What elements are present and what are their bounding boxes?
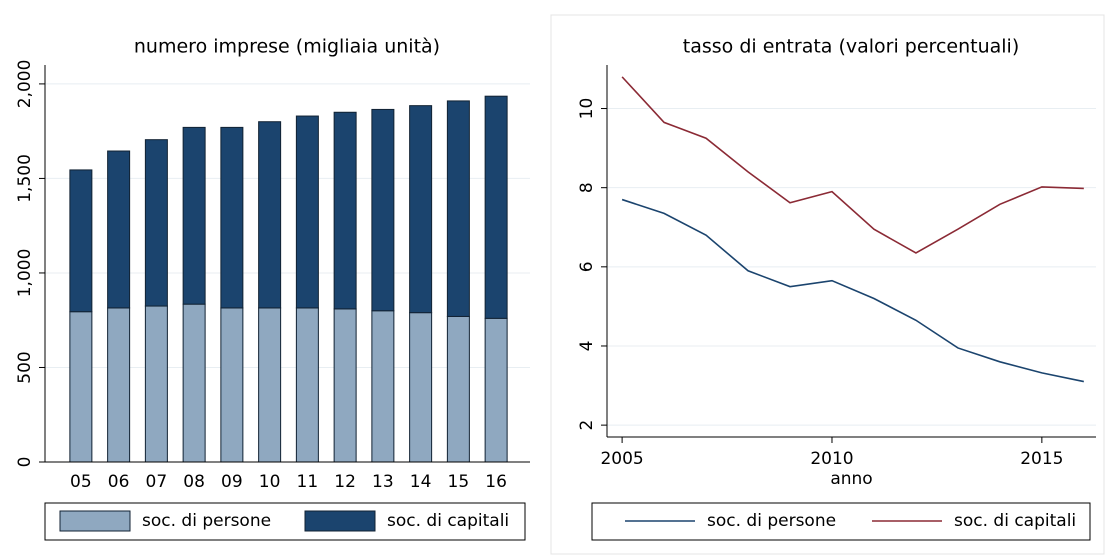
- legend-swatch: [59, 510, 131, 532]
- bar: [409, 105, 433, 314]
- bar: [333, 308, 357, 463]
- x-tick-label: 2015: [1020, 449, 1063, 469]
- x-tick-label: 2005: [600, 449, 643, 469]
- bar: [446, 100, 470, 317]
- legend-box: [591, 502, 1091, 541]
- x-tick-label: 14: [410, 472, 432, 492]
- bar: [295, 115, 319, 309]
- bar: [69, 169, 93, 313]
- bar: [484, 317, 508, 463]
- x-tick-label: 06: [108, 472, 130, 492]
- bar: [107, 307, 131, 463]
- bar: [371, 310, 395, 463]
- bar: [409, 312, 433, 463]
- x-tick-label: 11: [297, 472, 319, 492]
- bar: [371, 108, 395, 312]
- panel-border: [550, 14, 1105, 555]
- y-tick-label: 1,500: [15, 154, 35, 203]
- bar: [446, 315, 470, 463]
- bar: [144, 305, 168, 463]
- bar: [182, 126, 206, 305]
- y-tick-label: 10: [577, 98, 597, 120]
- y-tick-label: 2,000: [15, 60, 35, 109]
- y-tick-label: 6: [577, 261, 597, 272]
- x-tick-label: 08: [183, 472, 205, 492]
- x-tick-label: 15: [448, 472, 470, 492]
- y-tick-label: 0: [15, 457, 35, 468]
- legend-label: soc. di capitali: [954, 511, 1076, 531]
- line: [621, 198, 1084, 383]
- y-tick-label: 4: [577, 341, 597, 352]
- x-tick-label: 10: [259, 472, 281, 492]
- y-tick-label: 8: [577, 182, 597, 193]
- x-tick-label: 16: [485, 472, 507, 492]
- legend-label: soc. di persone: [707, 511, 836, 531]
- x-axis-label: anno: [830, 469, 872, 489]
- y-tick-label: 2: [577, 420, 597, 431]
- bar: [220, 126, 244, 309]
- bar: [182, 303, 206, 463]
- bar: [333, 111, 357, 310]
- bar: [258, 121, 282, 309]
- bar: [484, 95, 508, 319]
- bar: [69, 311, 93, 463]
- bar: [107, 150, 131, 309]
- y-tick-label: 500: [15, 351, 35, 383]
- x-tick-label: 13: [372, 472, 394, 492]
- legend-label: soc. di persone: [142, 511, 271, 531]
- bar: [258, 307, 282, 463]
- legend-swatch: [304, 510, 376, 532]
- bar: [144, 139, 168, 307]
- x-tick-label: 2010: [810, 449, 853, 469]
- x-tick-label: 05: [70, 472, 92, 492]
- bar: [220, 307, 244, 463]
- line: [621, 76, 1084, 254]
- chart-title: tasso di entrata (valori percentuali): [683, 36, 1019, 58]
- x-tick-label: 07: [146, 472, 168, 492]
- x-tick-label: 09: [221, 472, 243, 492]
- legend-label: soc. di capitali: [387, 511, 509, 531]
- bar: [295, 307, 319, 463]
- chart-title: numero imprese (migliaia unità): [134, 36, 440, 58]
- x-tick-label: 12: [334, 472, 356, 492]
- y-tick-label: 1,000: [15, 249, 35, 298]
- legend-box: [44, 502, 526, 541]
